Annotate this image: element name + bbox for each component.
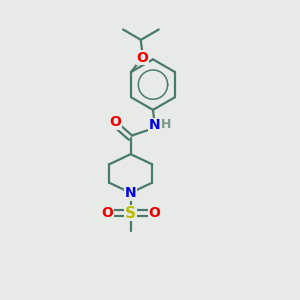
Text: N: N [148, 118, 160, 132]
Text: O: O [136, 51, 148, 65]
Text: H: H [161, 118, 171, 130]
Text: O: O [101, 206, 113, 220]
Text: O: O [109, 116, 121, 129]
Text: S: S [125, 206, 136, 220]
Text: N: N [125, 186, 136, 200]
Text: O: O [148, 206, 160, 220]
